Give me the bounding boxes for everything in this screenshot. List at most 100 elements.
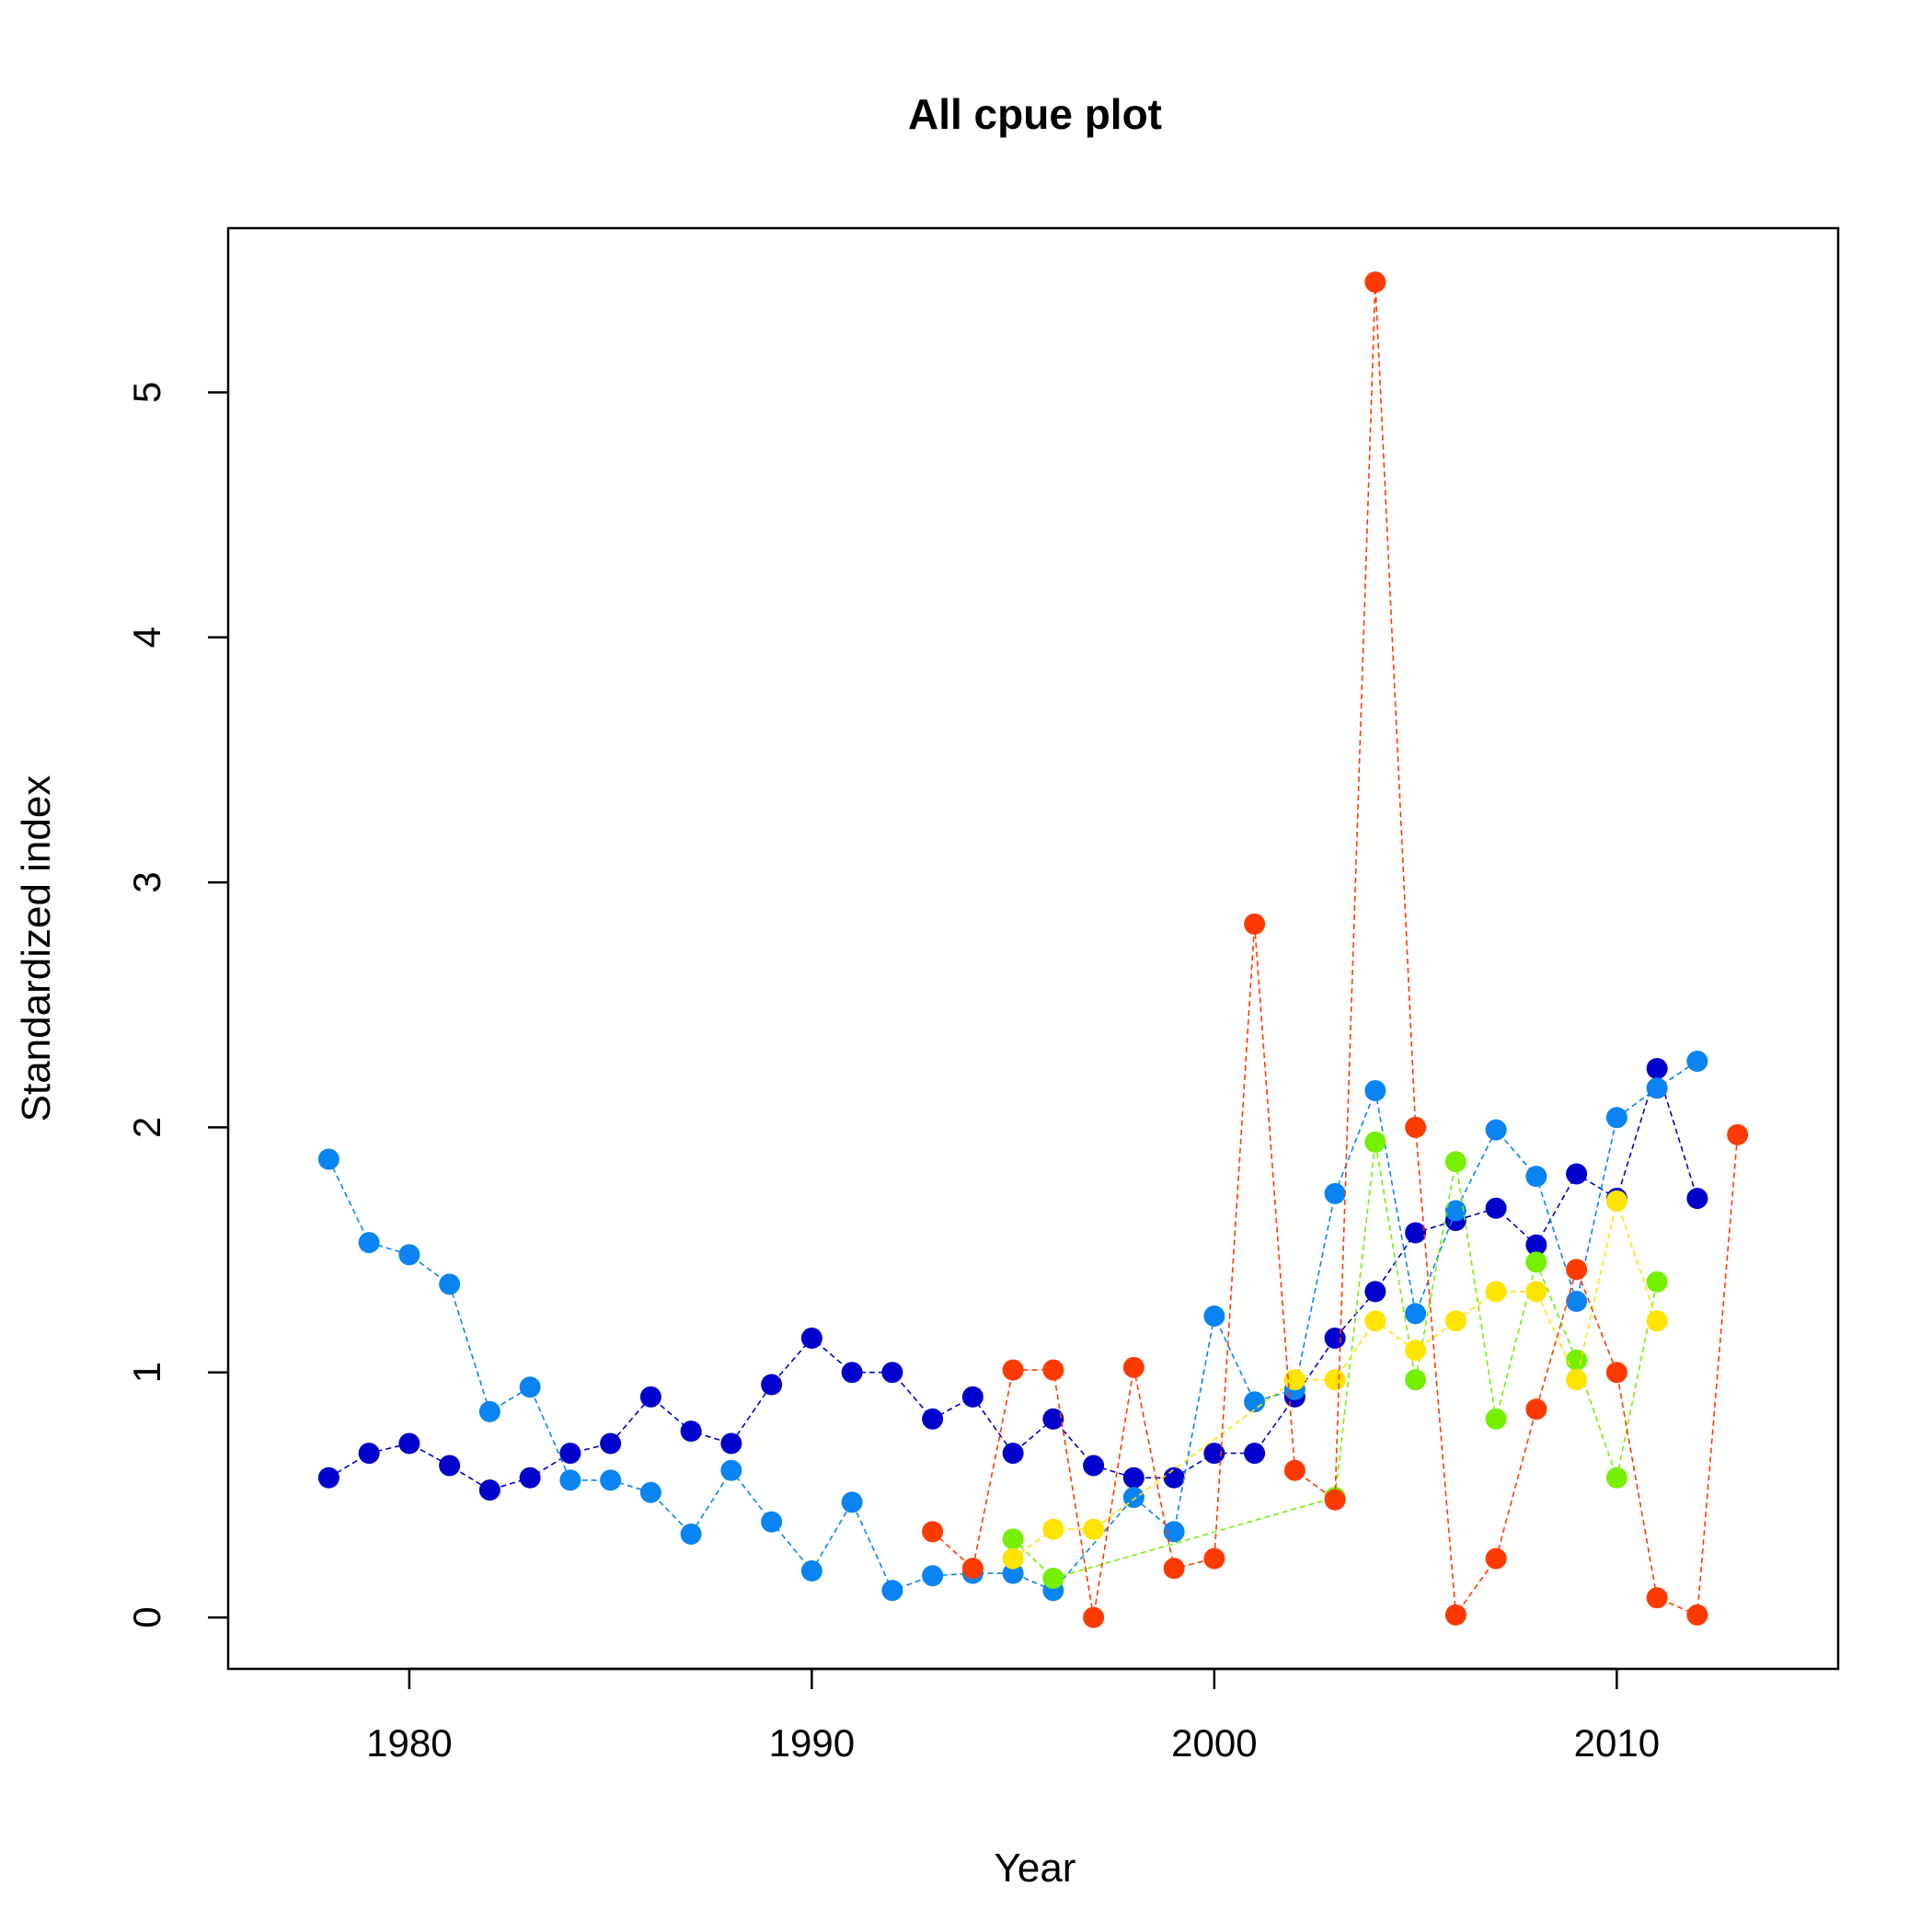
data-point bbox=[1525, 1398, 1547, 1420]
data-point bbox=[1605, 1362, 1627, 1384]
data-point bbox=[1364, 1310, 1386, 1332]
data-point bbox=[1566, 1163, 1588, 1185]
data-point bbox=[922, 1521, 944, 1543]
data-point bbox=[1163, 1466, 1185, 1489]
data-point bbox=[720, 1432, 742, 1455]
data-point bbox=[841, 1491, 863, 1513]
data-point bbox=[439, 1455, 461, 1477]
data-point bbox=[680, 1420, 702, 1443]
data-point bbox=[1283, 1369, 1305, 1391]
data-point bbox=[639, 1481, 661, 1503]
data-point bbox=[1203, 1305, 1225, 1327]
data-point bbox=[841, 1362, 863, 1384]
x-tick-label: 1980 bbox=[366, 1721, 452, 1765]
data-point bbox=[1002, 1359, 1024, 1381]
data-point bbox=[1686, 1188, 1708, 1210]
data-point bbox=[1727, 1123, 1749, 1145]
data-point bbox=[1002, 1443, 1024, 1465]
data-point bbox=[639, 1386, 661, 1408]
data-point bbox=[317, 1466, 339, 1489]
data-point bbox=[1646, 1587, 1668, 1609]
data-point bbox=[478, 1400, 500, 1422]
y-tick-label: 1 bbox=[125, 1362, 168, 1383]
data-point bbox=[1405, 1303, 1427, 1325]
y-axis-label: Standardized index bbox=[14, 776, 59, 1122]
data-point bbox=[1163, 1521, 1185, 1543]
data-point bbox=[1405, 1369, 1427, 1391]
data-point bbox=[1042, 1518, 1064, 1540]
series-layer bbox=[317, 271, 1749, 1628]
data-point bbox=[1605, 1190, 1627, 1212]
data-point bbox=[1083, 1518, 1105, 1540]
data-point bbox=[1525, 1281, 1547, 1303]
data-point bbox=[358, 1232, 380, 1254]
series-3-line bbox=[1012, 1142, 1658, 1580]
y-axis: 0 1 2 3 4 5 bbox=[125, 382, 228, 1628]
data-point bbox=[600, 1432, 622, 1455]
data-point bbox=[1324, 1489, 1346, 1511]
series-2 bbox=[317, 1051, 1708, 1602]
chart-title: All cpue plot bbox=[908, 90, 1162, 138]
data-point bbox=[1364, 1281, 1386, 1303]
y-tick-label: 5 bbox=[125, 382, 168, 403]
data-point bbox=[1485, 1119, 1507, 1141]
data-point bbox=[1525, 1166, 1547, 1188]
data-point bbox=[1444, 1151, 1466, 1173]
x-tick-label: 1990 bbox=[769, 1721, 855, 1765]
data-point bbox=[358, 1443, 380, 1465]
data-point bbox=[761, 1374, 783, 1396]
data-point bbox=[439, 1273, 461, 1295]
data-point bbox=[1686, 1051, 1708, 1073]
data-point bbox=[1444, 1604, 1466, 1626]
data-point bbox=[519, 1376, 541, 1398]
x-tick-label: 2010 bbox=[1574, 1721, 1660, 1765]
data-point bbox=[922, 1408, 944, 1430]
data-point bbox=[1405, 1340, 1427, 1362]
data-point bbox=[961, 1558, 983, 1580]
data-point bbox=[559, 1443, 581, 1465]
data-point bbox=[1485, 1281, 1507, 1303]
data-point bbox=[398, 1432, 420, 1455]
data-point bbox=[1283, 1459, 1305, 1481]
series-5-line bbox=[932, 282, 1739, 1618]
series-3 bbox=[1002, 1131, 1668, 1589]
data-point bbox=[1485, 1197, 1507, 1219]
data-point bbox=[1525, 1251, 1547, 1273]
data-point bbox=[1566, 1369, 1588, 1391]
plot-frame bbox=[226, 226, 1840, 1671]
data-point bbox=[1203, 1443, 1225, 1465]
data-point bbox=[1646, 1058, 1668, 1079]
data-point bbox=[1244, 1443, 1266, 1465]
data-point bbox=[1083, 1455, 1105, 1477]
data-point bbox=[1203, 1547, 1225, 1570]
y-tick-label: 0 bbox=[125, 1606, 168, 1627]
data-point bbox=[720, 1459, 742, 1481]
data-point bbox=[1244, 913, 1266, 935]
data-point bbox=[1405, 1116, 1427, 1138]
x-axis: 1980 1990 2000 2010 bbox=[366, 1667, 1660, 1765]
data-point bbox=[1646, 1271, 1668, 1293]
data-point bbox=[1244, 1391, 1266, 1413]
data-point bbox=[1646, 1310, 1668, 1332]
x-tick-label: 2000 bbox=[1171, 1721, 1257, 1765]
data-point bbox=[881, 1580, 903, 1602]
data-point bbox=[559, 1469, 581, 1491]
series-4 bbox=[1002, 1190, 1668, 1570]
data-point bbox=[478, 1479, 500, 1501]
data-point bbox=[1686, 1604, 1708, 1626]
data-point bbox=[1083, 1606, 1105, 1628]
x-axis-label: Year bbox=[995, 1846, 1076, 1891]
data-point bbox=[961, 1386, 983, 1408]
data-point bbox=[1405, 1222, 1427, 1244]
y-tick-label: 2 bbox=[125, 1117, 168, 1138]
data-point bbox=[1605, 1107, 1627, 1129]
data-point bbox=[1324, 1369, 1346, 1391]
data-point bbox=[1002, 1547, 1024, 1570]
data-point bbox=[600, 1469, 622, 1491]
data-point bbox=[1566, 1259, 1588, 1281]
data-point bbox=[1002, 1562, 1024, 1584]
data-point bbox=[761, 1511, 783, 1533]
data-point bbox=[1042, 1359, 1064, 1381]
data-point bbox=[1042, 1408, 1064, 1430]
